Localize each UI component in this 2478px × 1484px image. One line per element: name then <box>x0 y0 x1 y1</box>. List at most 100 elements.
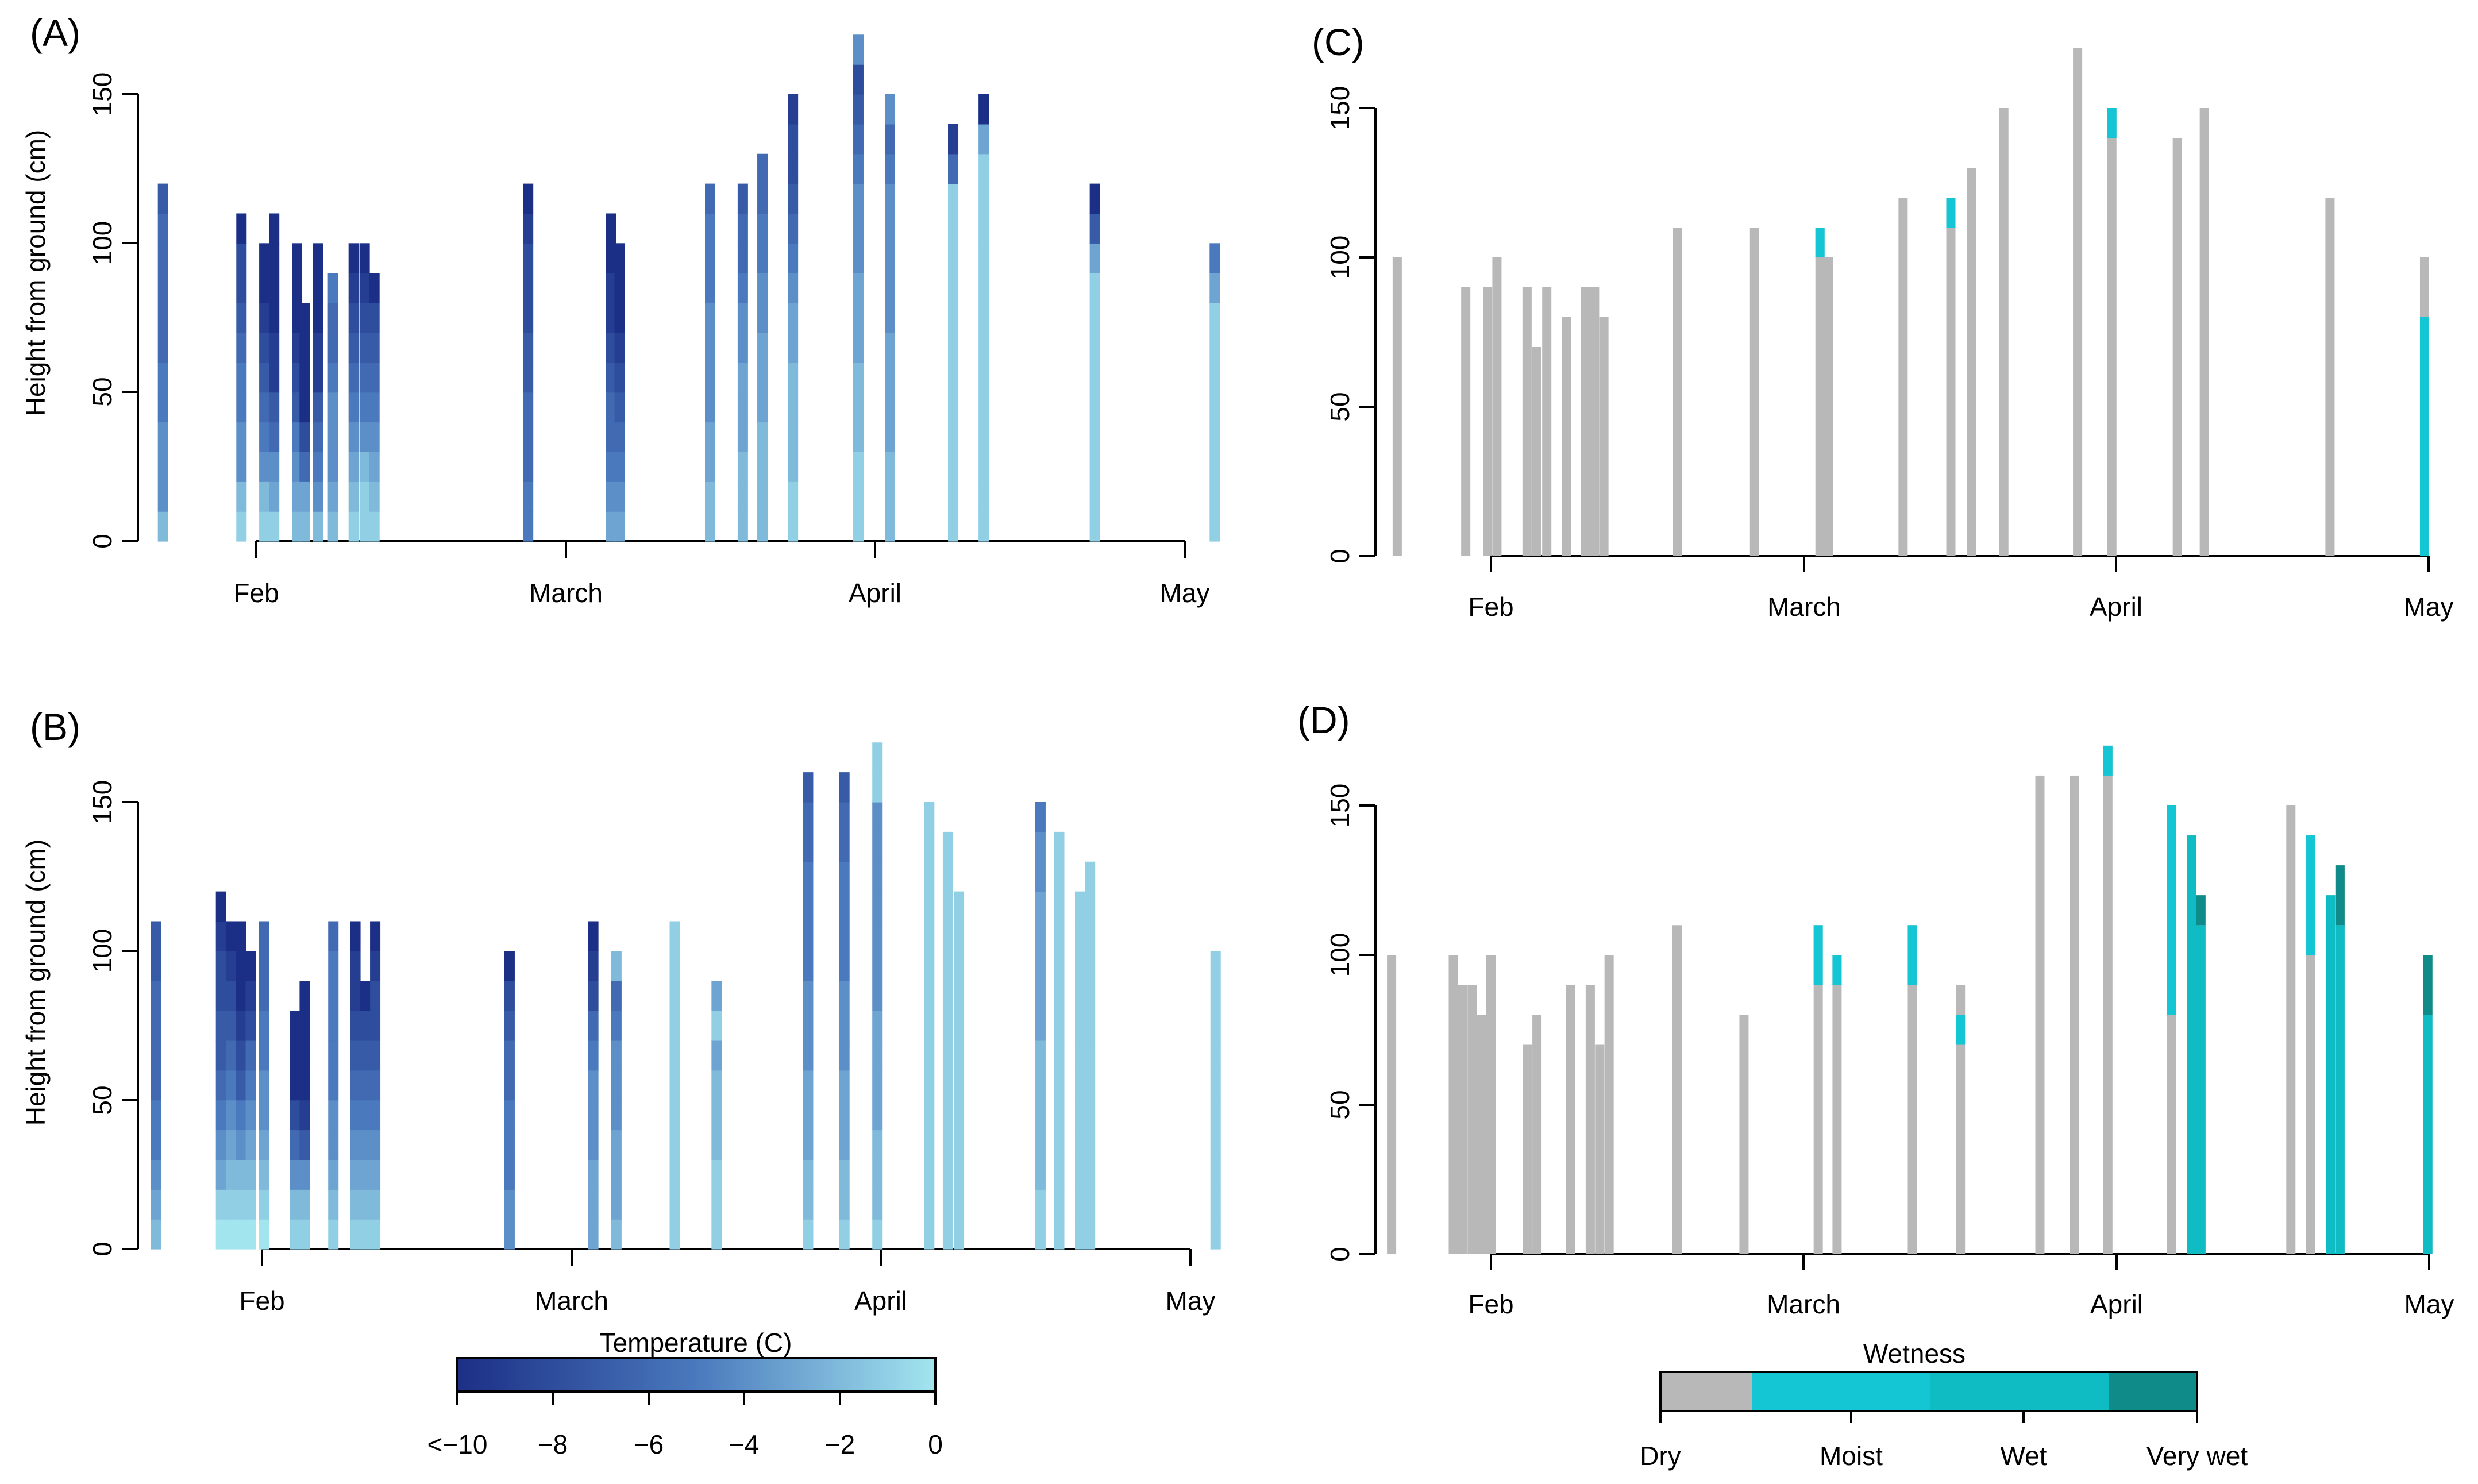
bar-segment <box>1999 108 2009 556</box>
bar-segment <box>954 1219 965 1250</box>
bar-segment <box>948 422 959 452</box>
bar-segment <box>259 362 270 393</box>
bar-segment <box>614 481 625 512</box>
bar-segment <box>348 273 359 303</box>
bar-segment <box>1089 392 1100 423</box>
bar-segment <box>853 213 864 244</box>
bar-7 <box>1562 317 1571 556</box>
y-axis-label-b: Height from ground (cm) <box>21 839 51 1126</box>
x-tick-label: May <box>1160 578 1210 608</box>
colorbar-slice <box>792 1358 797 1392</box>
temperature-colorbar <box>457 1358 936 1392</box>
colorbar-slice <box>493 1358 498 1392</box>
bar-segment <box>1074 921 1085 951</box>
bar-segment <box>1210 1219 1221 1250</box>
bar-segment-moist <box>1813 925 1823 985</box>
bar-segment <box>1209 422 1220 452</box>
bar-segment <box>884 153 895 184</box>
bar-segment <box>370 981 381 1011</box>
bar-segment <box>236 511 247 542</box>
bar-segment <box>737 243 748 273</box>
bar-5 <box>299 303 310 542</box>
bar-segment <box>737 332 748 363</box>
bar-11 <box>1604 955 1614 1254</box>
bar-segment <box>611 1100 622 1131</box>
bar-26 <box>2326 895 2336 1254</box>
bar-segment <box>215 1189 226 1220</box>
bar-segment <box>1054 1189 1065 1220</box>
bar-segment <box>1089 183 1100 214</box>
y-tick-b-0: 0 <box>87 1242 138 1256</box>
bar-segment <box>313 362 323 393</box>
colorbar-slice <box>660 1358 665 1392</box>
x-tick-d-1: March <box>1767 1254 1840 1319</box>
bar-segment <box>924 1159 935 1190</box>
bar-segment <box>1832 955 1842 1254</box>
bar-segment <box>839 951 850 981</box>
bar-segment <box>523 303 534 333</box>
bar-segment <box>1035 831 1046 862</box>
bar-segment <box>359 481 370 512</box>
bar-8 <box>1581 287 1590 556</box>
bar-segment <box>359 243 370 273</box>
colorbar-slice <box>876 1358 880 1392</box>
bar-segment <box>1054 981 1065 1011</box>
bar-18 <box>2035 775 2045 1254</box>
bar-segment <box>788 273 799 303</box>
colorbar-slice <box>855 1358 861 1392</box>
bar-21 <box>2172 138 2182 556</box>
colorbar-slice <box>784 1358 789 1392</box>
colorbar-slice <box>851 1358 857 1392</box>
bar-segment <box>614 332 625 363</box>
colorbar-slice <box>529 1358 534 1392</box>
bar-segment <box>1562 317 1571 556</box>
bar-segment <box>978 452 989 482</box>
bar-segment <box>948 153 959 184</box>
bar-segment <box>269 273 280 303</box>
bar-segment <box>1595 1044 1605 1254</box>
bar-segment <box>348 511 359 542</box>
bar-segment <box>757 153 768 184</box>
bar-segment <box>803 1130 814 1160</box>
bar-segment <box>853 124 864 155</box>
colorbar-slice <box>676 1358 681 1392</box>
colorbar-slice <box>485 1358 490 1392</box>
y-axis-c: 0 50 100 150 <box>1325 86 1377 564</box>
bar-segment <box>1210 1011 1221 1041</box>
colorbar-slice <box>860 1358 864 1392</box>
bars-b <box>151 742 1221 1250</box>
bar-7 <box>327 273 338 542</box>
bar-segment <box>737 183 748 214</box>
bar-segment <box>1074 1070 1085 1101</box>
colorbar-slice <box>629 1358 633 1392</box>
bar-segment <box>245 1219 256 1250</box>
bar-segment-wet <box>2196 925 2206 1254</box>
bar-segment <box>788 511 799 542</box>
bar-segment <box>327 332 338 363</box>
bar-segment <box>1085 1040 1096 1071</box>
colorbar-slice <box>604 1358 610 1392</box>
bar-segment <box>504 1040 515 1071</box>
bar-segment-moist <box>2103 745 2113 776</box>
colorbar-slice <box>927 1358 932 1392</box>
bar-segment <box>839 921 850 951</box>
bar-segment <box>853 153 864 184</box>
bar-segment <box>348 422 359 452</box>
bar-segment <box>839 831 850 862</box>
bar-segment <box>1054 861 1065 892</box>
bar-segment <box>328 1011 339 1041</box>
colorbar-slice <box>577 1358 581 1392</box>
bar-segment <box>370 1011 381 1041</box>
bar-21 <box>2167 805 2176 1254</box>
bar-segment <box>1532 347 1541 556</box>
bar-segment <box>737 392 748 423</box>
bar-5 <box>1486 955 1496 1254</box>
bar-segment <box>611 951 622 981</box>
colorbar-slice <box>505 1358 510 1392</box>
colorbar-slice <box>843 1358 849 1392</box>
y-tick-c-1: 50 <box>1325 392 1375 422</box>
colorbar-slice <box>501 1358 506 1392</box>
bar-segment <box>1035 1159 1046 1190</box>
bar-segment <box>1035 861 1046 892</box>
bar-22 <box>2199 108 2209 556</box>
